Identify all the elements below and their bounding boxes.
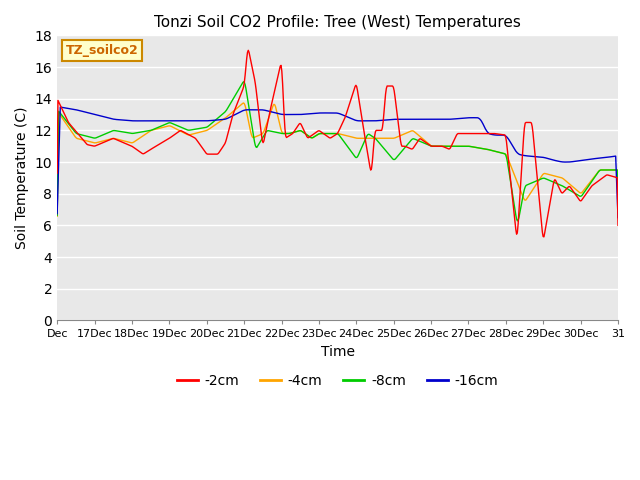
Legend: -2cm, -4cm, -8cm, -16cm: -2cm, -4cm, -8cm, -16cm: [171, 368, 504, 393]
Y-axis label: Soil Temperature (C): Soil Temperature (C): [15, 107, 29, 249]
X-axis label: Time: Time: [321, 345, 355, 359]
Title: Tonzi Soil CO2 Profile: Tree (West) Temperatures: Tonzi Soil CO2 Profile: Tree (West) Temp…: [154, 15, 521, 30]
Text: TZ_soilco2: TZ_soilco2: [65, 44, 138, 57]
